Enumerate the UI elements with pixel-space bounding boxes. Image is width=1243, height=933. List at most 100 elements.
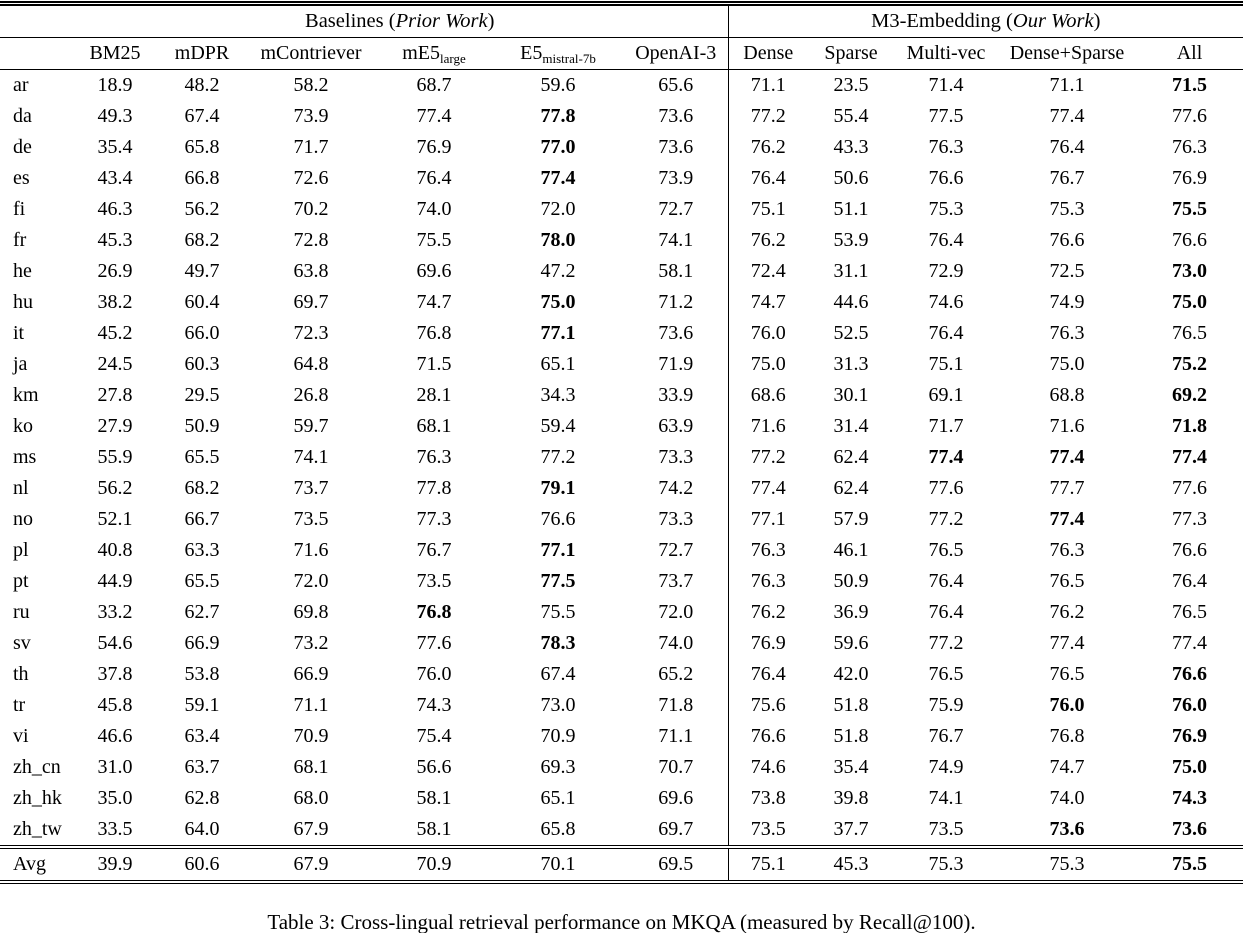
score-cell: 73.9 [658, 167, 694, 189]
score-cell: 27.9 [97, 415, 133, 437]
score-cell: 73.5 [293, 508, 329, 530]
score-cell: 76.2 [727, 132, 808, 163]
score-cell: 76.5 [1172, 322, 1208, 344]
table-row: no 52.1 66.7 73.5 77.3 76.6 73.3 77.1 57.9 77.2 77… [0, 504, 1243, 535]
score-cell: 77.2 [540, 446, 576, 468]
score-cell: 72.7 [658, 539, 694, 561]
score-cell: 76.4 [727, 163, 808, 194]
score-cell: 76.5 [1172, 601, 1208, 623]
score-cell: 64.8 [293, 353, 329, 375]
score-cell: 66.9 [293, 663, 329, 685]
score-cell: 31.4 [833, 415, 869, 437]
score-cell: 77.4 [416, 105, 452, 127]
score-cell: 72.3 [293, 322, 329, 344]
score-cell: 77.6 [416, 632, 452, 654]
score-cell: 73.6 [658, 105, 694, 127]
score-cell: 42.0 [833, 663, 869, 685]
score-cell: 75.5 [540, 601, 576, 623]
score-cell: 76.4 [727, 659, 808, 690]
col-header-dense-sparse: Dense+Sparse [998, 37, 1136, 70]
table-row: zh_hk 35.0 62.8 68.0 58.1 65.1 69.6 73.8 39.8 74.… [0, 783, 1243, 814]
score-cell: 75.5 [416, 229, 452, 251]
score-cell: 74.9 [928, 756, 964, 778]
score-cell: 70.9 [376, 845, 492, 884]
score-cell: 77.3 [416, 508, 452, 530]
score-cell: 53.9 [833, 229, 869, 251]
score-cell: 75.2 [1172, 353, 1208, 375]
score-cell: 51.1 [833, 198, 869, 220]
group-label-text: ) [1093, 10, 1101, 32]
score-cell: 74.9 [1049, 291, 1085, 313]
score-cell: 31.3 [833, 353, 869, 375]
score-cell: 46.3 [97, 198, 133, 220]
score-cell: 65.8 [184, 136, 220, 158]
score-cell: 65.6 [658, 74, 694, 96]
table-row: pt 44.9 65.5 72.0 73.5 77.5 73.7 76.3 50.9 76.4 76… [0, 566, 1243, 597]
score-cell: 75.5 [1136, 845, 1243, 884]
language-code: fi [13, 198, 26, 220]
score-cell: 77.4 [1049, 632, 1085, 654]
score-cell: 77.1 [540, 539, 576, 561]
score-cell: 77.4 [540, 167, 576, 189]
score-cell: 75.3 [1049, 198, 1085, 220]
score-cell: 76.7 [416, 539, 452, 561]
table-row: de 35.4 65.8 71.7 76.9 77.0 73.6 76.2 43.3 76.3 76… [0, 132, 1243, 163]
score-cell: 65.1 [540, 787, 576, 809]
score-cell: 67.4 [540, 663, 576, 685]
language-code: pt [13, 570, 29, 592]
group-label-italic: Prior Work [395, 10, 488, 32]
score-cell: 74.1 [658, 229, 694, 251]
score-cell: 77.6 [1172, 105, 1208, 127]
score-cell: 30.1 [833, 384, 869, 406]
score-cell: 71.9 [658, 353, 694, 375]
score-cell: 45.3 [808, 845, 894, 884]
score-cell: 50.9 [833, 570, 869, 592]
score-cell: 71.7 [293, 136, 329, 158]
language-code: zh_hk [13, 787, 62, 809]
score-cell: 76.3 [1172, 136, 1208, 158]
score-cell: 55.4 [833, 105, 869, 127]
score-cell: 29.5 [184, 384, 220, 406]
score-cell: 45.8 [97, 694, 133, 716]
score-cell: 59.1 [184, 694, 220, 716]
score-cell: 69.7 [658, 818, 694, 840]
score-cell: 76.9 [416, 136, 452, 158]
score-cell: 48.2 [184, 74, 220, 96]
score-cell: 69.3 [540, 756, 576, 778]
score-cell: 37.8 [97, 663, 133, 685]
col-header-multivec: Multi-vec [894, 37, 998, 70]
score-cell: 76.0 [1049, 694, 1085, 716]
score-cell: 71.6 [293, 539, 329, 561]
score-cell: 63.7 [184, 756, 220, 778]
score-cell: 77.7 [1049, 477, 1085, 499]
score-cell: 76.2 [1049, 601, 1085, 623]
score-cell: 76.6 [1172, 229, 1208, 251]
score-cell: 46.6 [97, 725, 133, 747]
score-cell: 75.1 [727, 194, 808, 225]
table-row: it 45.2 66.0 72.3 76.8 77.1 73.6 76.0 52.5 76.4 76… [0, 318, 1243, 349]
table-row: zh_tw 33.5 64.0 67.9 58.1 65.8 69.7 73.5 37.7 73.… [0, 814, 1243, 847]
score-cell: 77.4 [1049, 446, 1085, 468]
table-row: ja 24.5 60.3 64.8 71.5 65.1 71.9 75.0 31.3 75.1 75… [0, 349, 1243, 380]
score-cell: 65.5 [184, 446, 220, 468]
score-cell: 75.0 [1049, 353, 1085, 375]
score-cell: 40.8 [97, 539, 133, 561]
score-cell: 55.9 [97, 446, 133, 468]
score-cell: 59.6 [833, 632, 869, 654]
table-row: pl 40.8 63.3 71.6 76.7 77.1 72.7 76.3 46.1 76.5 76… [0, 535, 1243, 566]
score-cell: 51.8 [833, 725, 869, 747]
score-cell: 76.6 [1172, 663, 1208, 685]
score-cell: 75.6 [727, 690, 808, 721]
score-cell: 77.1 [727, 504, 808, 535]
results-table: Baselines (Prior Work) M3-Embedding (Our… [0, 1, 1243, 884]
score-cell: 75.3 [928, 198, 964, 220]
score-cell: 72.8 [293, 229, 329, 251]
score-cell: 76.8 [1049, 725, 1085, 747]
score-cell: 43.4 [97, 167, 133, 189]
score-cell: 63.8 [293, 260, 329, 282]
score-cell: 66.8 [184, 167, 220, 189]
score-cell: 71.6 [1049, 415, 1085, 437]
score-cell: 77.4 [1172, 632, 1208, 654]
score-cell: 77.4 [1049, 508, 1085, 530]
